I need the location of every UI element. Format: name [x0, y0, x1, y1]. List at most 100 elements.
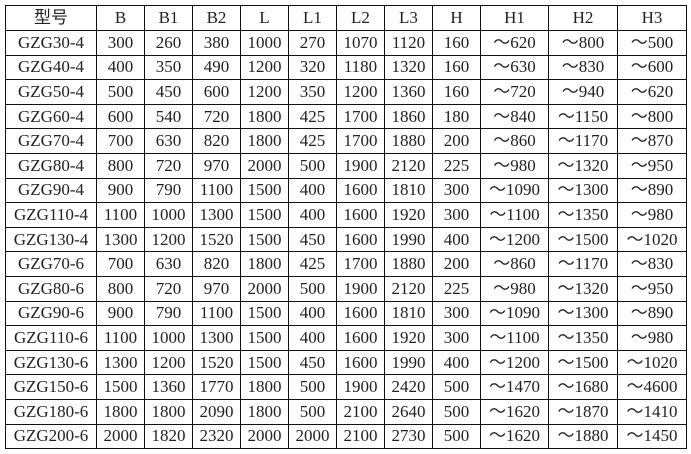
value-cell: ～1090 [480, 177, 549, 204]
value-cell: ～890 [617, 177, 687, 204]
value-cell: 1200 [240, 54, 289, 81]
value-cell: 1320 [384, 54, 433, 81]
value-cell: 350 [144, 54, 193, 81]
value-cell: ～1300 [548, 177, 618, 204]
value-cell: 300 [432, 202, 481, 228]
value-cell: 1100 [192, 177, 241, 204]
model-cell: GZG60-4 [5, 103, 97, 130]
model-cell: GZG30-4 [5, 30, 97, 56]
value-cell: ～870 [617, 128, 687, 154]
value-cell: 1520 [192, 226, 241, 253]
value-cell: 225 [432, 275, 481, 302]
value-cell: ～1870 [548, 398, 618, 425]
value-cell: 2100 [336, 398, 385, 425]
value-cell: 1700 [336, 251, 385, 277]
value-cell: ～1350 [548, 202, 618, 228]
value-cell: 1600 [336, 300, 385, 327]
model-cell: GZG150-6 [5, 374, 97, 400]
value-cell: 900 [96, 177, 145, 204]
model-cell: GZG130-6 [5, 349, 97, 376]
value-cell: 500 [288, 275, 337, 302]
value-cell: 1100 [96, 325, 145, 351]
value-cell: 1820 [144, 423, 193, 450]
header-h2: H2 [548, 5, 618, 31]
header-row: 型号 B B1 B2 L L1 L2 L3 H H1 H2 H3 [5, 5, 687, 31]
value-cell: 225 [432, 152, 481, 179]
model-cell: GZG40-4 [5, 54, 97, 81]
spec-table: 型号 B B1 B2 L L1 L2 L3 H H1 H2 H3 GZG30-4… [5, 5, 687, 450]
value-cell: 1810 [384, 300, 433, 327]
value-cell: 1500 [240, 177, 289, 204]
value-cell: ～1300 [548, 300, 618, 327]
table-row: GZG30-4 300 260 380 1000 270 1070 1120 160 ～620 ～8… [5, 30, 687, 56]
value-cell: ～840 [480, 103, 549, 130]
value-cell: 2000 [240, 152, 289, 179]
value-cell: 1860 [384, 103, 433, 130]
value-cell: 2000 [240, 423, 289, 450]
value-cell: 2420 [384, 374, 433, 400]
table-row: GZG90-4 900 790 1100 1500 400 1600 1810 300 ～1090… [5, 177, 687, 204]
table-row: GZG80-6 800 720 970 2000 500 1900 2120 225 ～980 ～1… [5, 275, 687, 302]
header-b: B [96, 5, 145, 31]
value-cell: ～1450 [617, 423, 687, 450]
value-cell: 400 [96, 54, 145, 81]
value-cell: 1500 [240, 325, 289, 351]
value-cell: 1800 [144, 398, 193, 425]
value-cell: 400 [288, 202, 337, 228]
value-cell: 1120 [384, 30, 433, 56]
header-b1: B1 [144, 5, 193, 31]
value-cell: ～980 [617, 325, 687, 351]
value-cell: 700 [96, 128, 145, 154]
value-cell: ～1410 [617, 398, 687, 425]
value-cell: ～860 [480, 128, 549, 154]
value-cell: ～800 [617, 103, 687, 130]
value-cell: 1880 [384, 128, 433, 154]
value-cell: 540 [144, 103, 193, 130]
value-cell: 1920 [384, 325, 433, 351]
value-cell: 1300 [192, 202, 241, 228]
model-cell: GZG50-4 [5, 79, 97, 105]
model-cell: GZG80-6 [5, 275, 97, 302]
value-cell: 1990 [384, 349, 433, 376]
value-cell: 2100 [336, 423, 385, 450]
value-cell: 820 [192, 251, 241, 277]
model-cell: GZG90-4 [5, 177, 97, 204]
value-cell: ～620 [480, 30, 549, 56]
value-cell: 2090 [192, 398, 241, 425]
value-cell: ～620 [617, 79, 687, 105]
value-cell: ～940 [548, 79, 618, 105]
value-cell: ～1680 [548, 374, 618, 400]
value-cell: 600 [192, 79, 241, 105]
value-cell: 1000 [240, 30, 289, 56]
value-cell: 2730 [384, 423, 433, 450]
value-cell: 500 [288, 374, 337, 400]
table-row: GZG40-4 400 350 490 1200 320 1180 1320 160 ～630 ～8… [5, 54, 687, 81]
value-cell: ～980 [480, 275, 549, 302]
value-cell: 600 [96, 103, 145, 130]
header-h: H [432, 5, 481, 31]
value-cell: ～950 [617, 152, 687, 179]
value-cell: 500 [288, 398, 337, 425]
value-cell: 1200 [144, 226, 193, 253]
value-cell: 1300 [192, 325, 241, 351]
value-cell: 320 [288, 54, 337, 81]
value-cell: ～1170 [548, 128, 618, 154]
value-cell: 450 [288, 226, 337, 253]
value-cell: 1920 [384, 202, 433, 228]
value-cell: ～1020 [617, 226, 687, 253]
value-cell: 2640 [384, 398, 433, 425]
table-row: GZG130-4 1300 1200 1520 1500 450 1600 1990 400 ～1… [5, 226, 687, 253]
value-cell: ～1200 [480, 226, 549, 253]
header-l: L [240, 5, 289, 31]
value-cell: 350 [288, 79, 337, 105]
value-cell: 970 [192, 275, 241, 302]
value-cell: 630 [144, 128, 193, 154]
value-cell: ～630 [480, 54, 549, 81]
value-cell: ～1620 [480, 398, 549, 425]
value-cell: 800 [96, 152, 145, 179]
value-cell: 400 [432, 226, 481, 253]
value-cell: 160 [432, 79, 481, 105]
value-cell: 1500 [240, 226, 289, 253]
value-cell: ～1200 [480, 349, 549, 376]
value-cell: ～1500 [548, 349, 618, 376]
